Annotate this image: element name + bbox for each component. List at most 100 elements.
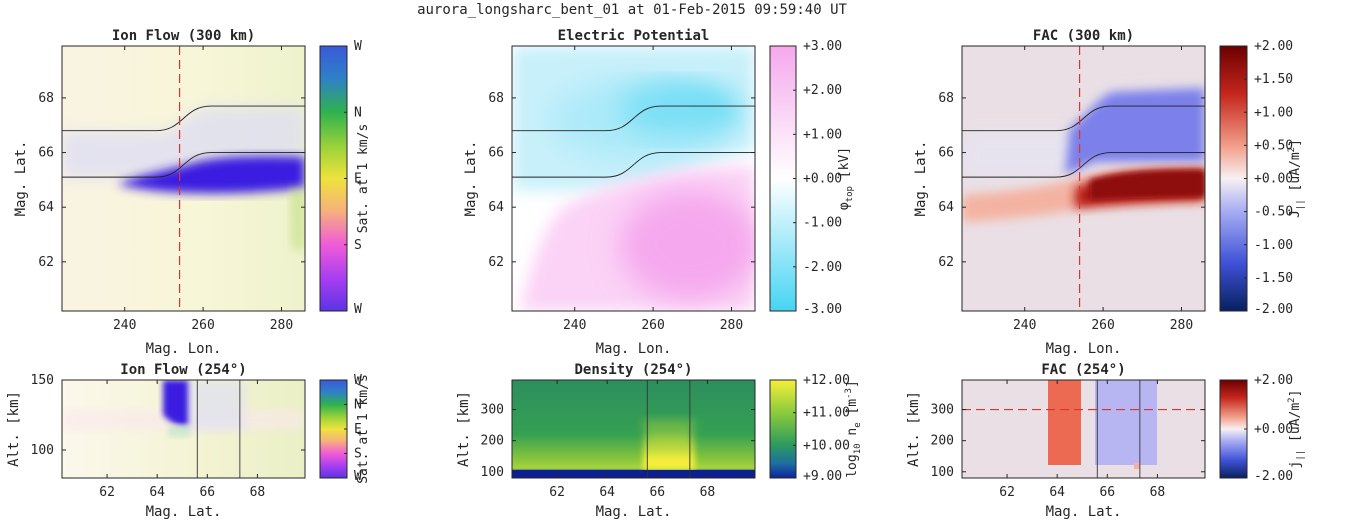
colorbar-tick-label: -2.00 [803,260,842,275]
arc-north-boundary [62,105,305,132]
y-axis-label: Alt. [km] [906,391,922,467]
colorbar-tick-label: -1.00 [1254,238,1293,253]
electric-potential-axes: Electric Potential 240 260 280 62 64 66 68 Mag. … [463,28,855,357]
x-axis-label: Mag. Lat. [1046,504,1122,520]
colorbar-tick-label: N [354,398,362,413]
x-tick-label: 280 [720,318,743,333]
x-tick-label: 280 [1170,318,1193,333]
x-tick-label: 240 [563,318,586,333]
fac-300-colorbar [1219,45,1248,312]
plot-frame [511,45,756,312]
ion-flow-254-image [62,380,305,478]
density-254-image [512,380,755,478]
x-tick-label: 260 [1091,318,1114,333]
y-tick-label: 300 [481,403,504,418]
y-tick-label: 300 [931,403,954,418]
y-tick-label: 62 [938,255,954,270]
x-tick-label: 240 [113,318,136,333]
colorbar-tick-label: W [354,469,362,484]
plot-frame [511,379,756,479]
fac-300-image [962,46,1205,311]
axes-overlay: Ion Flow (300 km) 240 260 280 62 64 66 68 Mag. L… [6,28,1306,520]
x-tick-label: 280 [270,318,293,333]
electric-potential-colorbar [769,45,797,312]
y-tick-label: 64 [488,200,504,215]
y-tick-label: 100 [481,465,504,480]
colorbar-tick-label: +0.00 [1254,172,1293,187]
fac-300-panel [962,46,1205,311]
plot-frame [61,379,306,479]
x-tick-label: 64 [149,485,165,500]
ion-flow-254-axes: Ion Flow (254°) 62 64 66 68 100 150 Mag. Lat. Al… [6,362,371,520]
y-tick-label: 64 [938,200,954,215]
y-tick-label: 66 [938,146,954,161]
fac-254-colorbar [1219,379,1248,479]
colorbar-tick-label: -3.00 [803,302,842,317]
x-tick-label: 260 [641,318,664,333]
x-tick-label: 62 [999,485,1015,500]
y-axis-label: Mag. Lat. [463,141,479,217]
y-axis-label: Alt. [km] [6,391,22,467]
y-tick-label: 66 [38,146,54,161]
plot-frame [961,379,1206,479]
arc-south-boundary [62,152,305,178]
colorbar-tick-label: N [354,105,362,120]
colorbar-tick-label: -1.50 [1254,271,1293,286]
arc-south-boundary [512,152,755,178]
ion-flow-300-colorbar [319,45,348,312]
colorbar-tick-label: +9.00 [803,469,842,484]
colorbar-tick-label: E [354,422,362,437]
x-tick-label: 260 [191,318,214,333]
panel-title: Ion Flow (300 km) [112,28,255,44]
colorbar-label: j|| [uA/m2] [1287,390,1306,469]
y-tick-label: 200 [931,434,954,449]
colorbar-tick-label: W [354,302,362,317]
panel-title: Density (254°) [574,362,692,378]
panel-title: Electric Potential [558,28,710,44]
y-tick-label: 62 [488,255,504,270]
y-tick-label: 100 [31,443,54,458]
colorbar-tick-label: -2.00 [1254,302,1293,317]
y-tick-label: 68 [38,91,54,106]
ion-flow-300-axes: Ion Flow (300 km) 240 260 280 62 64 66 68 Mag. L… [13,28,371,357]
ion-flow-300-image [62,46,305,311]
ion-flow-254-colorbar [319,379,348,479]
x-tick-label: 66 [649,485,665,500]
panel-title: FAC (300 km) [1033,28,1134,44]
plot-frame [961,45,1206,312]
x-axis-label: Mag. Lon. [1046,341,1122,357]
x-tick-label: 66 [199,485,215,500]
colorbar-tick-label: +3.00 [803,39,842,54]
y-axis-label: Mag. Lat. [13,141,29,217]
x-tick-label: 68 [250,485,266,500]
arc-north-boundary [512,105,755,132]
colorbar-tick-label: +11.00 [803,406,850,421]
x-tick-label: 64 [1049,485,1065,500]
x-tick-label: 68 [1150,485,1166,500]
arc-south-boundary [962,152,1205,178]
fac-300-axes: FAC (300 km) 240 260 280 62 64 66 68 Mag. Lon. Ma… [913,28,1306,357]
plot-frame [61,45,306,312]
y-tick-label: 62 [38,255,54,270]
density-254-colorbar [769,379,797,479]
y-tick-label: 200 [481,434,504,449]
y-tick-label: 100 [931,465,954,480]
colorbar-label: Sat. at 1 km/s [356,374,371,484]
colorbar-tick-label: S [354,238,362,253]
figure-title: aurora_longsharc_bent_01 at 01-Feb-2015 … [417,2,847,18]
x-axis-label: Mag. Lon. [146,341,222,357]
colorbar-tick-label: E [354,172,362,187]
fac-254-panel [962,380,1205,478]
colorbar-tick-label: -1.00 [803,216,842,231]
colorbar-tick-label: S [354,447,362,462]
colorbar-tick-label: W [354,373,362,388]
colorbar-label: Sat. at 1 km/s [356,124,371,234]
y-tick-label: 150 [31,373,54,388]
fac-254-image [962,380,1205,478]
electric-potential-image [512,46,755,311]
colorbar-tick-label: +1.00 [1254,105,1293,120]
x-tick-label: 62 [99,485,115,500]
colorbar-tick-label: -2.00 [1254,469,1293,484]
y-tick-label: 68 [488,91,504,106]
x-axis-label: Mag. Lon. [596,341,672,357]
